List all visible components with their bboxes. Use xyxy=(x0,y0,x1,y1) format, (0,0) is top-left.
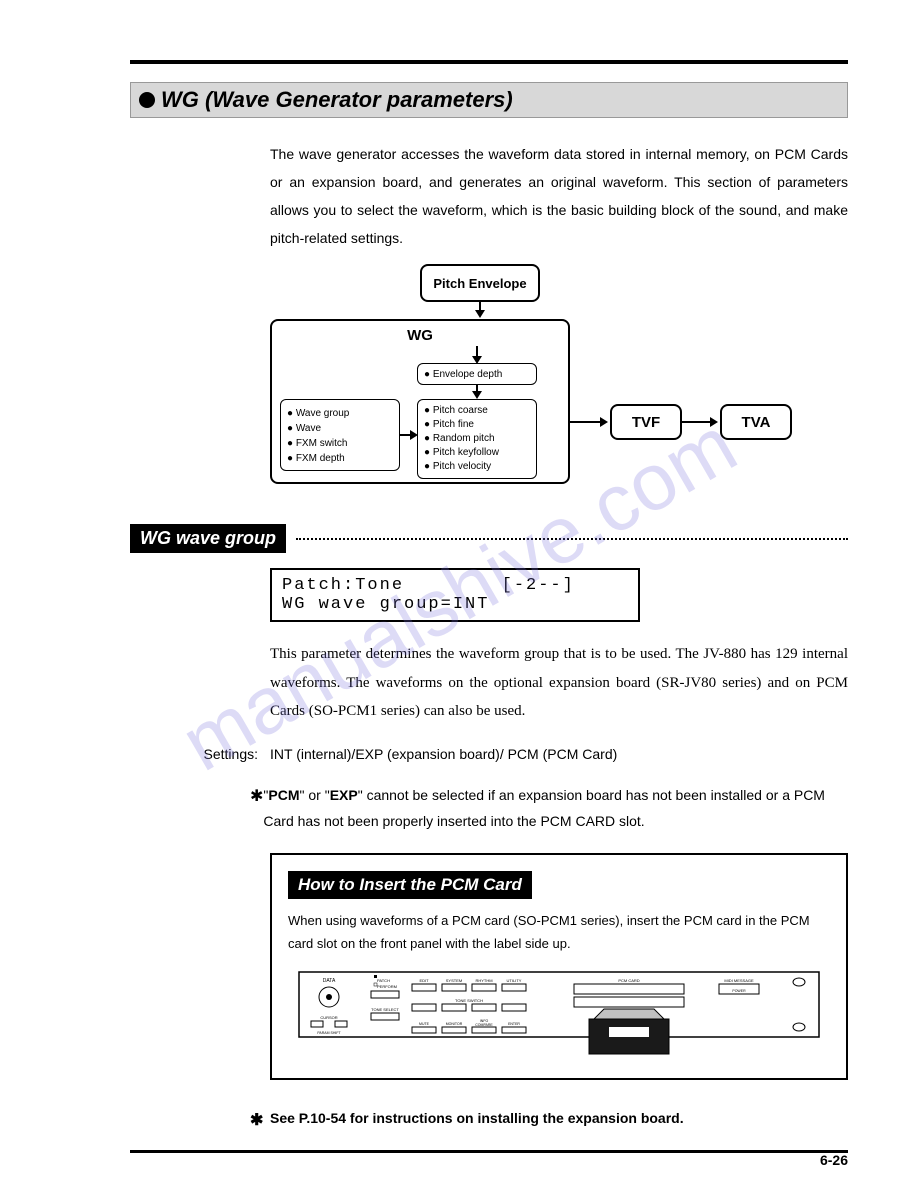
intro-paragraph: The wave generator accesses the waveform… xyxy=(270,140,848,252)
svg-text:TONE SWITCH: TONE SWITCH xyxy=(455,998,483,1003)
dotted-rule xyxy=(296,538,848,540)
svg-text:TONE SELECT: TONE SELECT xyxy=(371,1007,399,1012)
pcm-box-text: When using waveforms of a PCM card (SO-P… xyxy=(288,909,830,956)
wg-diagram: Pitch Envelope WG ● Envelope depth ● Wav… xyxy=(270,264,848,494)
asterisk-icon: ✱ xyxy=(250,1110,270,1130)
arrow-head-icon xyxy=(710,417,718,427)
asterisk-icon: ✱ xyxy=(250,782,263,835)
tvf-box: TVF xyxy=(610,404,682,440)
svg-text:SYSTEM: SYSTEM xyxy=(446,978,462,983)
settings-value: INT (internal)/EXP (expansion board)/ PC… xyxy=(270,746,617,762)
settings-label: Settings: xyxy=(190,746,270,762)
svg-text:EDIT: EDIT xyxy=(419,978,429,983)
pitch-envelope-box: Pitch Envelope xyxy=(420,264,540,302)
arrow-head-icon xyxy=(600,417,608,427)
note-text: "PCM" or "EXP" cannot be selected if an … xyxy=(263,782,848,835)
wg-right-params: ● Pitch coarse ● Pitch fine ● Random pit… xyxy=(417,399,537,479)
arrow-line xyxy=(570,421,602,423)
wg-label: WG xyxy=(272,327,568,344)
svg-text:COMPARE: COMPARE xyxy=(475,1023,493,1027)
svg-text:PATCH: PATCH xyxy=(377,978,390,983)
wg-box: WG ● Envelope depth ● Wave group ● Wave … xyxy=(270,319,570,484)
bullet-icon xyxy=(139,92,155,108)
svg-text:PCM CARD: PCM CARD xyxy=(618,978,639,983)
top-rule xyxy=(130,60,848,64)
svg-text:PARAM SHIFT: PARAM SHIFT xyxy=(317,1031,341,1035)
svg-text:DATA: DATA xyxy=(323,978,336,984)
arrow-line xyxy=(682,421,712,423)
install-note: ✱ See P.10-54 for instructions on instal… xyxy=(250,1110,848,1130)
wave-group-paragraph: This parameter determines the waveform g… xyxy=(270,640,848,726)
svg-text:PERFORM: PERFORM xyxy=(377,984,397,989)
wg-left-params: ● Wave group ● Wave ● FXM switch ● FXM d… xyxy=(280,399,400,471)
svg-text:MIDI MESSAGE: MIDI MESSAGE xyxy=(724,978,754,983)
svg-text:POWER: POWER xyxy=(732,989,746,993)
subsection-header: WG wave group xyxy=(130,524,848,553)
pcm-box-title: How to Insert the PCM Card xyxy=(288,871,532,899)
arrow-head-icon xyxy=(475,310,485,318)
svg-text:MUTE: MUTE xyxy=(419,1022,430,1026)
settings-row: Settings: INT (internal)/EXP (expansion … xyxy=(190,746,848,762)
svg-text:MONITOR: MONITOR xyxy=(446,1022,463,1026)
svg-text:ENTER: ENTER xyxy=(508,1022,520,1026)
note-pcm-exp: ✱ "PCM" or "EXP" cannot be selected if a… xyxy=(250,782,848,835)
lcd-line-2: WG wave group=INT xyxy=(282,595,489,614)
tva-box: TVA xyxy=(720,404,792,440)
svg-text:RHYTHM: RHYTHM xyxy=(475,978,492,983)
svg-text:CURSOR: CURSOR xyxy=(320,1015,337,1020)
envelope-depth-box: ● Envelope depth xyxy=(417,363,537,385)
pcm-card-box: How to Insert the PCM Card When using wa… xyxy=(270,853,848,1081)
lcd-line-1: Patch:Tone [-2--] xyxy=(282,576,575,595)
section-title: WG (Wave Generator parameters) xyxy=(161,87,513,113)
install-note-text: See P.10-54 for instructions on installi… xyxy=(270,1110,684,1130)
section-header: WG (Wave Generator parameters) xyxy=(130,82,848,118)
arrow-head-icon xyxy=(472,391,482,399)
arrow-head-icon xyxy=(410,430,418,440)
front-panel-diagram: DATA CURSOR PARAM SHIFT PATCH PERFORM TO… xyxy=(288,967,830,1057)
svg-text:UTILITY: UTILITY xyxy=(507,978,522,983)
page-number: 6-26 xyxy=(820,1152,848,1168)
subsection-label: WG wave group xyxy=(130,524,286,553)
lcd-display: Patch:Tone [-2--] WG wave group=INT xyxy=(270,568,640,622)
bottom-rule xyxy=(130,1150,848,1153)
